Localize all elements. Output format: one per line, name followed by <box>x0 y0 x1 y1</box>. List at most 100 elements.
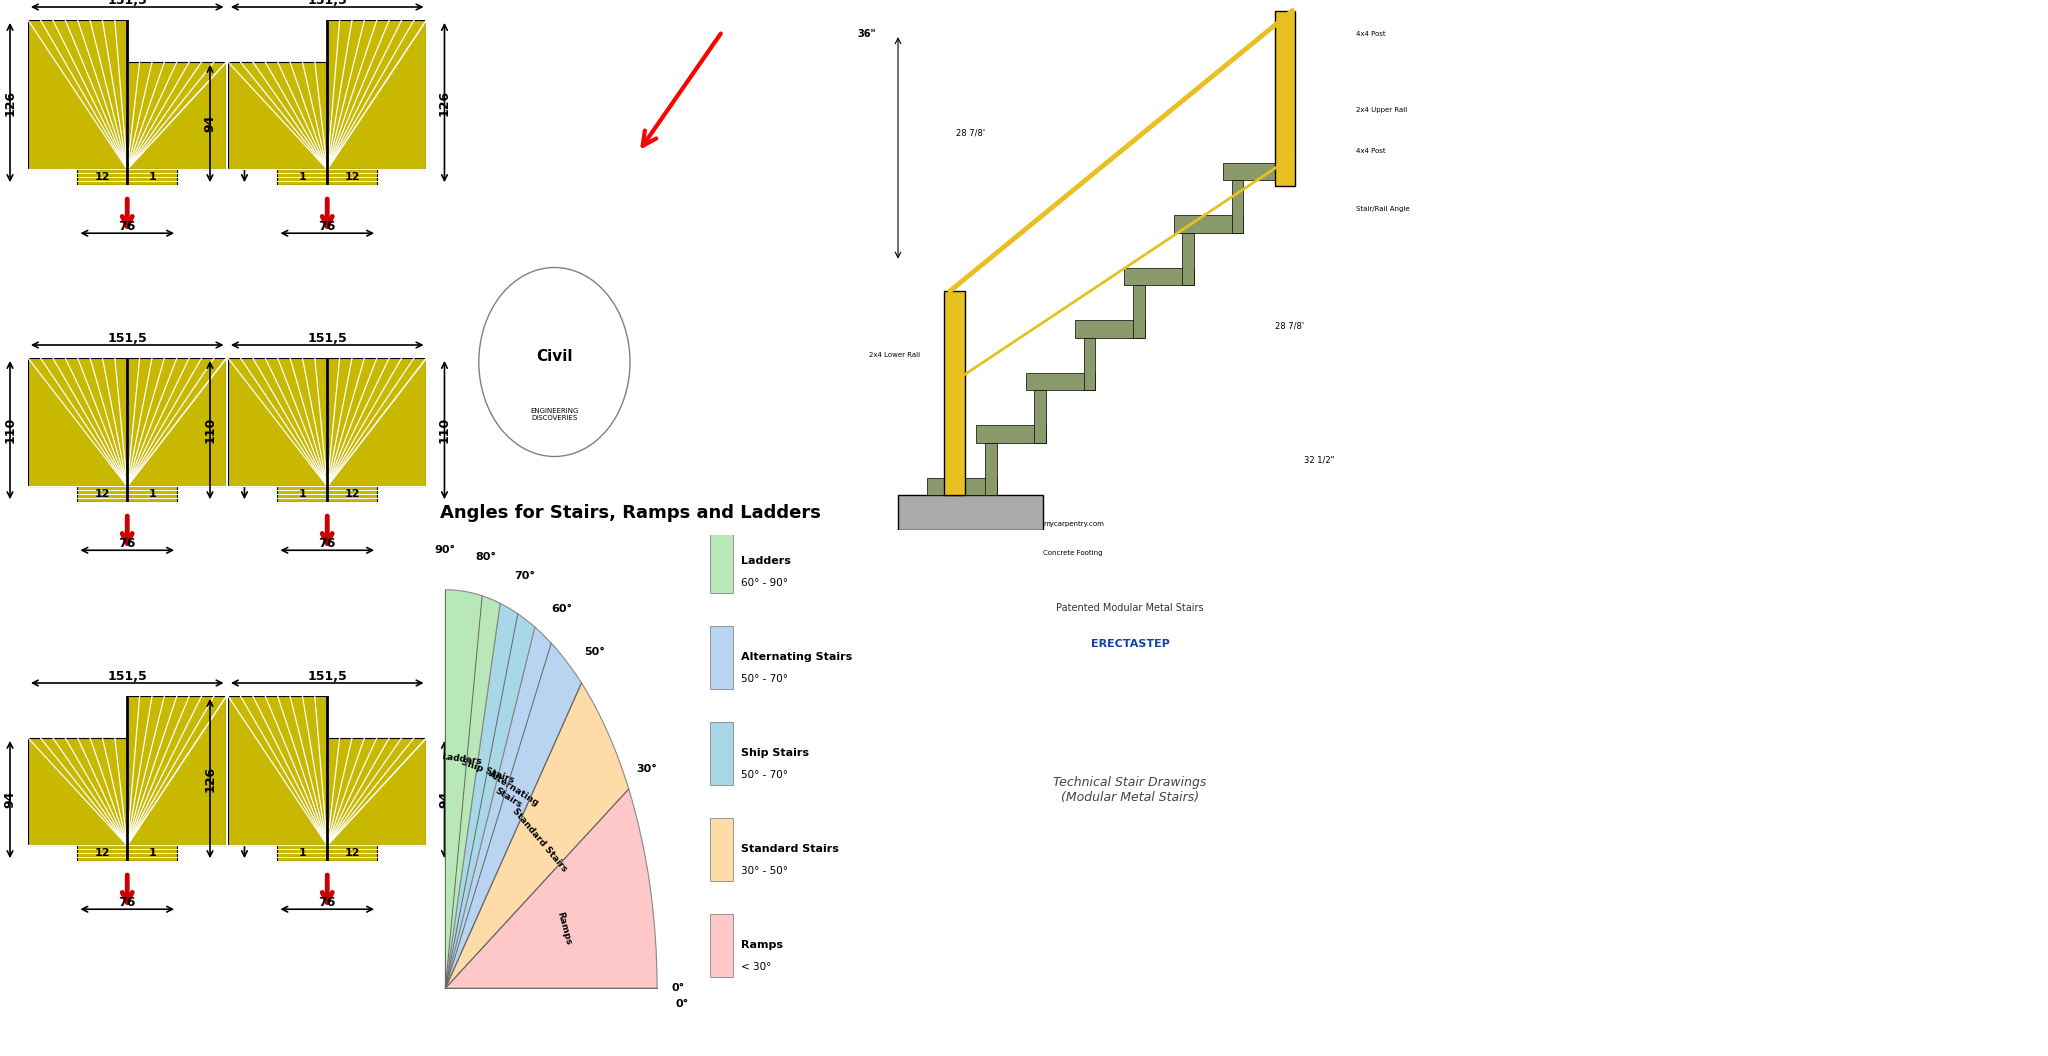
Text: Standard Stairs: Standard Stairs <box>510 806 569 873</box>
Text: 1: 1 <box>299 489 307 499</box>
Text: 80°: 80° <box>475 551 496 562</box>
Text: 76: 76 <box>319 897 336 909</box>
Bar <box>985 442 997 495</box>
Text: 2x4 Upper Rail: 2x4 Upper Rail <box>1356 107 1407 113</box>
Bar <box>897 495 1042 530</box>
Bar <box>1231 180 1243 232</box>
Text: Alternating Stairs: Alternating Stairs <box>741 653 852 662</box>
Bar <box>1174 215 1243 232</box>
Text: 76: 76 <box>119 897 135 909</box>
Wedge shape <box>444 603 535 988</box>
Wedge shape <box>444 627 582 988</box>
Text: Stair/Rail Angle: Stair/Rail Angle <box>1356 206 1409 212</box>
Text: 12: 12 <box>344 848 360 859</box>
Bar <box>711 626 733 689</box>
Bar <box>1124 267 1194 285</box>
Text: 76: 76 <box>319 221 336 233</box>
Bar <box>328 358 426 487</box>
Text: Angles for Stairs, Ramps and Ladders: Angles for Stairs, Ramps and Ladders <box>440 504 821 522</box>
Bar <box>78 487 176 502</box>
Text: Technical Stair Drawings
(Modular Metal Stairs): Technical Stair Drawings (Modular Metal … <box>1053 776 1206 804</box>
Text: Concrete Footing: Concrete Footing <box>1042 550 1102 557</box>
Text: 1: 1 <box>147 489 156 499</box>
Bar <box>78 169 176 185</box>
Bar <box>276 169 377 185</box>
Text: Patented Modular Metal Stairs: Patented Modular Metal Stairs <box>1057 603 1204 612</box>
Text: 94: 94 <box>238 115 252 132</box>
Text: 12: 12 <box>344 172 360 183</box>
Text: 36": 36" <box>858 30 877 39</box>
Text: 28 7/8': 28 7/8' <box>1276 321 1305 331</box>
Text: Civil: Civil <box>537 350 573 364</box>
Text: 94: 94 <box>203 115 217 132</box>
Text: 30°: 30° <box>637 765 657 774</box>
Text: mycarpentry.com: mycarpentry.com <box>1042 522 1104 527</box>
Bar <box>1083 338 1096 390</box>
Text: 94: 94 <box>4 791 16 808</box>
Bar <box>227 358 328 487</box>
Text: 2x4 Lower Rail: 2x4 Lower Rail <box>868 352 920 358</box>
Bar <box>276 846 377 861</box>
Bar <box>227 696 328 846</box>
Text: 28 7/8': 28 7/8' <box>956 129 985 138</box>
Text: 60° - 90°: 60° - 90° <box>741 578 788 588</box>
Bar <box>127 696 227 846</box>
Text: 32 1/2": 32 1/2" <box>1305 455 1335 465</box>
Text: 90°: 90° <box>434 545 457 554</box>
Text: Alternating
Stairs: Alternating Stairs <box>481 770 541 817</box>
Text: 126: 126 <box>203 766 217 792</box>
Text: 1: 1 <box>147 848 156 859</box>
Text: 12: 12 <box>94 489 111 499</box>
Text: 12: 12 <box>94 848 111 859</box>
Bar <box>977 425 1047 442</box>
Bar <box>711 530 733 592</box>
Bar <box>1034 390 1047 442</box>
Text: 4x4 Post: 4x4 Post <box>1356 32 1386 37</box>
Text: 126: 126 <box>4 90 16 115</box>
Bar <box>1280 128 1292 180</box>
Text: < 30°: < 30° <box>741 962 772 972</box>
Text: Ramps: Ramps <box>741 941 782 950</box>
Text: 50° - 70°: 50° - 70° <box>741 770 788 780</box>
Text: 1: 1 <box>299 172 307 183</box>
Text: 50° - 70°: 50° - 70° <box>741 674 788 684</box>
Bar <box>944 290 965 495</box>
Text: 151,5: 151,5 <box>307 0 346 7</box>
Wedge shape <box>444 683 629 988</box>
Text: 110: 110 <box>203 417 217 444</box>
Text: 12: 12 <box>344 489 360 499</box>
Text: 1: 1 <box>299 848 307 859</box>
Bar <box>1133 285 1145 338</box>
Bar <box>328 738 426 846</box>
Bar <box>127 62 227 169</box>
Text: 94: 94 <box>438 791 451 808</box>
Bar <box>1276 11 1294 186</box>
Text: Standard Stairs: Standard Stairs <box>741 845 840 854</box>
Bar <box>227 62 328 169</box>
Text: 151,5: 151,5 <box>106 0 147 7</box>
Wedge shape <box>444 789 657 988</box>
Text: 12: 12 <box>94 172 111 183</box>
Bar <box>276 487 377 502</box>
Text: 0°: 0° <box>676 999 688 1010</box>
Text: 50°: 50° <box>584 647 606 658</box>
Text: 30° - 50°: 30° - 50° <box>741 866 788 876</box>
Text: Ship Stairs: Ship Stairs <box>741 749 809 758</box>
Text: ERECTASTEP: ERECTASTEP <box>1092 639 1169 649</box>
Text: Ladders: Ladders <box>440 752 481 767</box>
Text: 70°: 70° <box>514 571 535 582</box>
Circle shape <box>479 267 631 456</box>
Text: 151,5: 151,5 <box>307 670 346 683</box>
Text: 110: 110 <box>438 417 451 444</box>
Text: Ship Stairs: Ship Stairs <box>459 757 514 785</box>
Bar <box>29 20 127 169</box>
Bar <box>1223 163 1292 180</box>
Text: 151,5: 151,5 <box>106 332 147 345</box>
Text: Ramps: Ramps <box>555 910 573 946</box>
Text: Ladders: Ladders <box>741 557 791 566</box>
Bar <box>29 358 127 487</box>
Wedge shape <box>444 589 500 988</box>
Bar <box>711 722 733 785</box>
Text: 4x4 Post: 4x4 Post <box>1356 148 1386 154</box>
Text: 76: 76 <box>119 538 135 550</box>
